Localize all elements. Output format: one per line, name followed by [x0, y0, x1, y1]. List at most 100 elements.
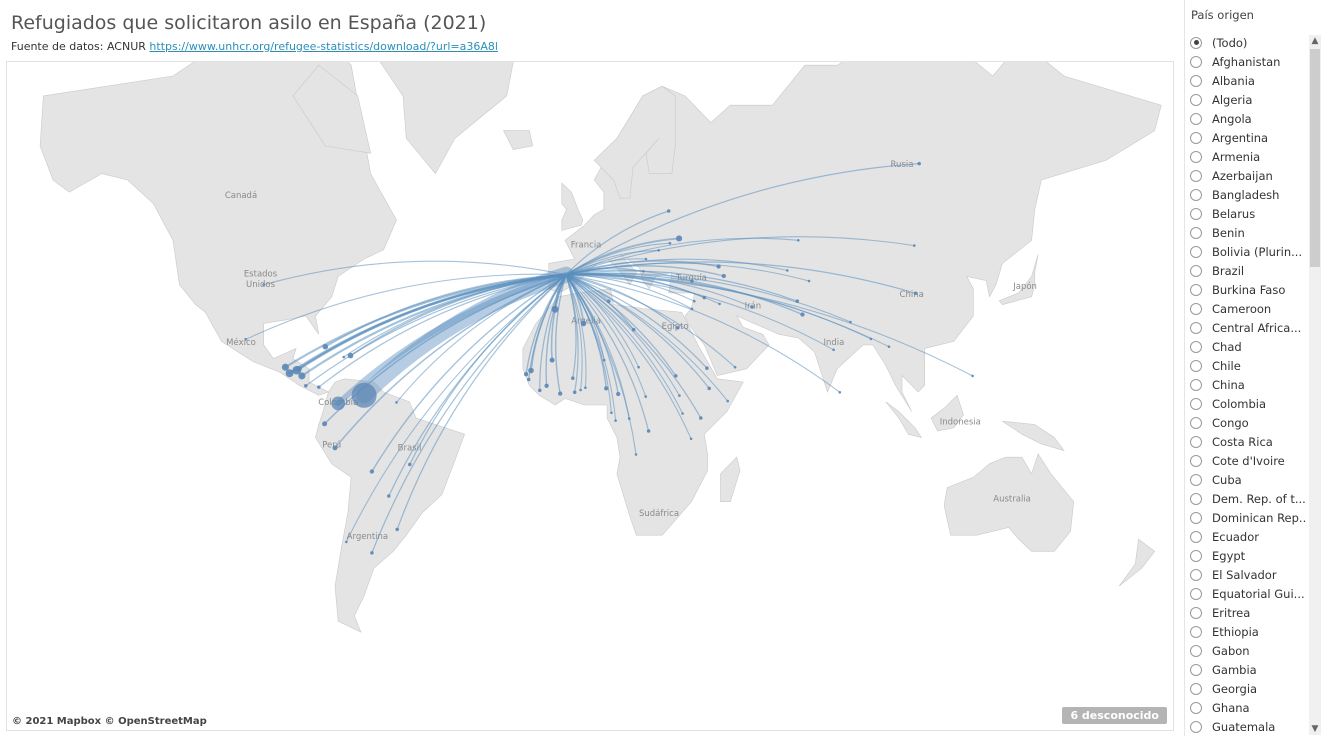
origin-marker[interactable] [342, 355, 346, 359]
origin-marker[interactable] [614, 419, 617, 422]
chevron-down-icon[interactable]: ▼ [1311, 724, 1319, 734]
scrollbar-thumb[interactable] [1310, 49, 1320, 267]
origin-marker[interactable] [800, 312, 805, 317]
origin-marker[interactable] [262, 283, 265, 286]
origin-marker[interactable] [690, 279, 694, 283]
filter-option[interactable]: Ghana [1190, 698, 1308, 717]
radio-icon[interactable] [1190, 587, 1202, 600]
filter-option[interactable]: Gabon [1190, 641, 1308, 660]
origin-marker[interactable] [750, 305, 754, 309]
radio-icon[interactable] [1190, 302, 1202, 315]
origin-marker[interactable] [285, 369, 294, 378]
origin-marker[interactable] [705, 366, 709, 370]
origin-marker[interactable] [887, 345, 891, 349]
data-source-link[interactable]: https://www.unhcr.org/refugee-statistics… [149, 40, 498, 53]
origin-marker[interactable] [849, 320, 852, 324]
origin-marker[interactable] [631, 327, 636, 332]
origin-marker[interactable] [292, 365, 302, 375]
origin-marker[interactable] [580, 320, 587, 327]
origin-marker[interactable] [549, 357, 555, 363]
filter-option[interactable]: Azerbaijan [1190, 166, 1308, 185]
filter-option[interactable]: Armenia [1190, 147, 1308, 166]
origin-marker[interactable] [917, 161, 921, 166]
filter-option[interactable]: China [1190, 375, 1308, 394]
origin-marker[interactable] [538, 388, 542, 393]
origin-marker[interactable] [351, 382, 377, 408]
origin-marker[interactable] [408, 462, 412, 467]
radio-icon[interactable] [1190, 606, 1202, 619]
origin-marker[interactable] [387, 494, 391, 498]
radio-icon[interactable] [1190, 435, 1202, 448]
origin-marker[interactable] [281, 363, 289, 371]
radio-icon[interactable] [1190, 511, 1202, 524]
origin-marker[interactable] [707, 386, 711, 391]
origin-marker[interactable] [693, 299, 696, 303]
radio-icon[interactable] [1190, 359, 1202, 372]
origin-marker[interactable] [395, 401, 398, 404]
origin-marker[interactable] [699, 416, 703, 420]
origin-marker[interactable] [551, 305, 559, 313]
radio-icon[interactable] [1190, 682, 1202, 695]
filter-option[interactable]: Angola [1190, 109, 1308, 128]
filter-option[interactable]: Guatemala [1190, 717, 1308, 736]
filter-option[interactable]: Costa Rica [1190, 432, 1308, 451]
origin-marker[interactable] [807, 279, 811, 283]
origin-marker[interactable] [616, 391, 621, 397]
origin-marker[interactable] [642, 270, 645, 273]
filter-option[interactable]: Cote d'Ivoire [1190, 451, 1308, 470]
origin-marker[interactable] [795, 299, 800, 303]
radio-icon[interactable] [1190, 473, 1202, 486]
filter-option[interactable]: El Salvador [1190, 565, 1308, 584]
origin-marker[interactable] [676, 235, 683, 242]
radio-icon[interactable] [1190, 416, 1202, 429]
origin-marker[interactable] [657, 249, 660, 252]
filter-option[interactable]: Chile [1190, 356, 1308, 375]
radio-icon[interactable] [1190, 378, 1202, 391]
radio-icon[interactable] [1190, 720, 1202, 733]
filter-option[interactable]: Algeria [1190, 90, 1308, 109]
origin-marker[interactable] [602, 358, 606, 362]
origin-marker[interactable] [838, 391, 842, 394]
origin-marker[interactable] [913, 244, 916, 247]
filter-option[interactable]: Argentina [1190, 128, 1308, 147]
filter-option[interactable]: Afghanistan [1190, 52, 1308, 71]
origin-marker[interactable] [322, 343, 329, 350]
origin-marker[interactable] [644, 257, 648, 261]
radio-icon[interactable] [1190, 112, 1202, 125]
filter-option[interactable]: Georgia [1190, 679, 1308, 698]
filter-option[interactable]: Dem. Rep. of t... [1190, 489, 1308, 508]
origin-marker[interactable] [726, 399, 729, 403]
radio-icon[interactable] [1190, 454, 1202, 467]
filter-option[interactable]: Gambia [1190, 660, 1308, 679]
origin-marker[interactable] [370, 551, 374, 555]
origin-marker[interactable] [347, 352, 354, 359]
origin-marker[interactable] [584, 386, 587, 390]
origin-marker[interactable] [676, 326, 680, 330]
origin-marker[interactable] [627, 417, 631, 420]
origin-marker[interactable] [331, 396, 346, 411]
origin-marker[interactable] [395, 527, 399, 532]
origin-marker[interactable] [646, 429, 651, 433]
radio-icon[interactable] [1190, 188, 1202, 201]
filter-option[interactable]: Burkina Faso [1190, 280, 1308, 299]
radio-icon[interactable] [1190, 549, 1202, 562]
origin-marker[interactable] [528, 367, 534, 374]
filter-option[interactable]: Egypt [1190, 546, 1308, 565]
radio-icon[interactable] [1190, 150, 1202, 163]
origin-marker[interactable] [674, 374, 678, 378]
filter-option[interactable]: Congo [1190, 413, 1308, 432]
origin-marker[interactable] [579, 388, 582, 392]
radio-icon[interactable] [1190, 663, 1202, 676]
filter-option[interactable]: Ethiopia [1190, 622, 1308, 641]
filter-option[interactable]: Bangladesh [1190, 185, 1308, 204]
origin-marker[interactable] [637, 365, 640, 369]
filter-option[interactable]: Cameroon [1190, 299, 1308, 318]
origin-marker[interactable] [797, 239, 800, 242]
origin-marker[interactable] [668, 241, 672, 245]
filter-option[interactable]: Albania [1190, 71, 1308, 90]
filter-option[interactable]: Bolivia (Plurin... [1190, 242, 1308, 261]
origin-marker[interactable] [786, 269, 789, 272]
origin-marker[interactable] [332, 445, 338, 451]
radio-icon[interactable] [1190, 226, 1202, 239]
origin-marker[interactable] [523, 372, 529, 377]
